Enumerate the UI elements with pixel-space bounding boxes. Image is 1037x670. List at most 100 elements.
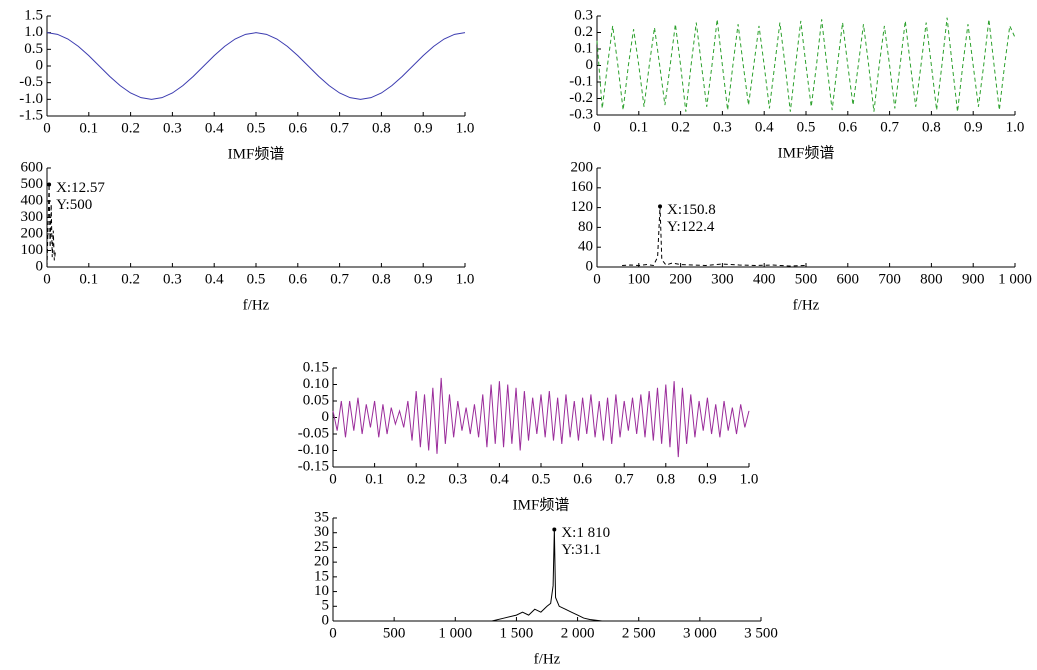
- x-tick-label: 1 000: [998, 271, 1032, 287]
- annotation: X:1 810: [561, 525, 610, 541]
- x-tick-label: 400: [753, 271, 776, 287]
- x-tick-label: 0.8: [372, 120, 391, 136]
- x-tick-label: 500: [795, 271, 818, 287]
- x-tick-label: 0: [43, 271, 51, 287]
- annotation: X:150.8: [667, 202, 716, 218]
- x-tick-label: 0.6: [288, 271, 307, 287]
- x-tick-label: 200: [669, 271, 692, 287]
- y-tick-label: 1.0: [24, 24, 43, 40]
- x-tick-label: 0.1: [79, 120, 98, 136]
- y-tick-label: -0.3: [569, 106, 593, 122]
- peak-marker: [658, 204, 663, 209]
- x-tick-label: 0.9: [964, 119, 983, 135]
- y-tick-label: 10: [314, 583, 329, 599]
- y-tick-label: 0.15: [303, 359, 329, 375]
- y-tick-label: 35: [314, 509, 329, 525]
- x-tick-label: 0.5: [532, 471, 551, 487]
- y-tick-label: 40: [578, 239, 593, 255]
- x-tick-label: 600: [837, 271, 860, 287]
- x-tick-label: 0.4: [205, 120, 224, 136]
- y-tick-label: -1.0: [19, 91, 43, 107]
- y-tick-label: 80: [578, 219, 593, 235]
- x-tick-label: 0.3: [163, 120, 182, 136]
- x-tick-label: 0.1: [79, 271, 98, 287]
- x-tick-label: 1 500: [500, 625, 534, 641]
- y-tick-label: 25: [314, 539, 329, 555]
- y-tick-label: 0: [322, 612, 330, 628]
- y-tick-label: 0: [36, 57, 44, 73]
- x-tick-label: 900: [962, 271, 985, 287]
- y-tick-label: 0.2: [574, 24, 593, 40]
- y-tick-label: 200: [21, 225, 44, 241]
- x-tick-label: 0.6: [288, 120, 307, 136]
- x-tick-label: 0.1: [365, 471, 384, 487]
- y-tick-label: -0.1: [569, 73, 593, 89]
- data-line: [46, 184, 56, 268]
- x-tick-label: 1.0: [456, 271, 475, 287]
- data-line: [332, 377, 750, 458]
- y-tick-label: -1.5: [19, 107, 43, 123]
- y-tick-label: -0.15: [298, 458, 329, 474]
- x-tick-label: 2 500: [622, 625, 656, 641]
- x-tick-label: 0.4: [205, 271, 224, 287]
- y-tick-label: 1.5: [24, 7, 43, 23]
- subplot: 1.51.00.50-0.5-1.0-1.50 0.1 0.2 0.3 0.4 0.5 0.…: [19, 7, 474, 162]
- x-tick-label: 0: [593, 271, 601, 287]
- x-tick-label: 0: [593, 119, 601, 135]
- subplot: 0.150.100.050-0.05-0.10-0.150 0.1 0.2 0.3 0.…: [298, 359, 759, 513]
- x-tick-label: 0.2: [671, 119, 690, 135]
- y-tick-label: 500: [21, 176, 44, 192]
- x-tick-label: 100: [628, 271, 651, 287]
- x-tick-label: 1.0: [1006, 119, 1025, 135]
- x-tick-label: 1 000: [438, 625, 472, 641]
- x-tick-label: 0.5: [247, 271, 266, 287]
- y-tick-label: 0: [36, 258, 44, 274]
- x-tick-label: 0.7: [880, 119, 899, 135]
- y-tick-label: 0.5: [24, 41, 43, 57]
- annotation: Y:31.1: [561, 542, 601, 558]
- data-line: [333, 529, 603, 622]
- subplot: 0.30.20.10-0.1-0.2-0.30 0.1 0.2 0.3 0.4 0.5 0.…: [569, 7, 1024, 161]
- x-tick-label: 0.4: [490, 471, 509, 487]
- x-tick-label: 3 500: [744, 625, 778, 641]
- y-tick-label: 600: [21, 159, 44, 175]
- x-tick-label: 0.7: [615, 471, 634, 487]
- data-line: [596, 17, 1016, 112]
- x-tick-label: 0.7: [330, 271, 349, 287]
- x-tick-label: 0.5: [247, 120, 266, 136]
- y-tick-label: 0.3: [574, 7, 593, 23]
- y-tick-label: -0.10: [298, 442, 329, 458]
- x-tick-label: 300: [711, 271, 734, 287]
- y-tick-label: 0.1: [574, 40, 593, 56]
- x-tick-label: 0.2: [407, 471, 426, 487]
- x-axis-label: f/Hz: [243, 297, 270, 313]
- y-tick-label: 0: [586, 57, 594, 73]
- x-tick-label: 0.2: [121, 271, 140, 287]
- x-tick-label: 0.8: [922, 119, 941, 135]
- y-tick-label: 400: [21, 192, 44, 208]
- y-tick-label: 30: [314, 524, 329, 540]
- x-tick-label: 0.4: [755, 119, 774, 135]
- annotation: X:12.57: [56, 180, 105, 196]
- y-tick-label: -0.5: [19, 74, 43, 90]
- y-tick-label: -0.05: [298, 425, 329, 441]
- y-tick-label: 0: [586, 258, 594, 274]
- x-tick-label: 0: [329, 625, 337, 641]
- x-axis-label: f/Hz: [793, 297, 820, 313]
- x-tick-label: 0.6: [838, 119, 857, 135]
- y-tick-label: 15: [314, 568, 329, 584]
- y-tick-label: 0.05: [303, 392, 329, 408]
- x-axis-label: IMF频谱: [778, 144, 835, 161]
- x-tick-label: 0.5: [797, 119, 816, 135]
- x-axis-label: f/Hz: [534, 651, 561, 665]
- x-tick-label: 0.1: [629, 119, 648, 135]
- peak-marker: [47, 182, 52, 187]
- annotation: Y:122.4: [667, 219, 715, 235]
- x-tick-label: 700: [878, 271, 901, 287]
- x-tick-label: 0: [43, 120, 51, 136]
- x-tick-label: 500: [383, 625, 406, 641]
- y-tick-label: 160: [571, 179, 594, 195]
- x-tick-label: 0.7: [330, 120, 349, 136]
